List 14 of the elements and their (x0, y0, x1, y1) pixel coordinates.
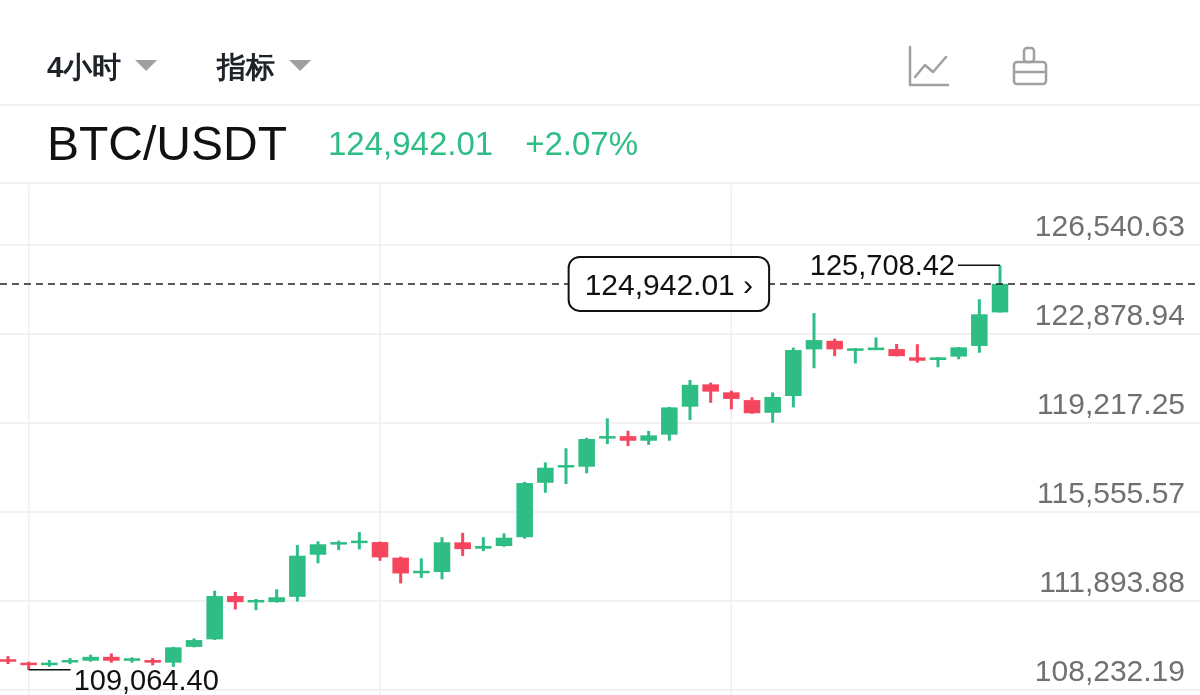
text: 指标 (216, 51, 276, 83)
y-tick-label: 115,555.57 (1037, 476, 1185, 510)
y-tick-label: 126,540.63 (1034, 209, 1185, 243)
annotation: 125,708.42 (809, 249, 955, 282)
ref-line-label: 124,942.01 › (584, 267, 754, 301)
chart-title: BTC/USDT (47, 117, 287, 170)
chart-subtitle: 124,942.01 (328, 125, 494, 162)
y-tick-label: 122,878.94 (1034, 298, 1185, 332)
annotation: 109,064.40 (73, 663, 219, 695)
text: 4小时 (47, 51, 122, 83)
y-tick-label: 119,217.25 (1037, 387, 1185, 421)
text: +2.07% (525, 125, 639, 162)
y-tick-label: 111,893.88 (1039, 565, 1185, 599)
y-tick-label: 108,232.19 (1034, 654, 1185, 688)
